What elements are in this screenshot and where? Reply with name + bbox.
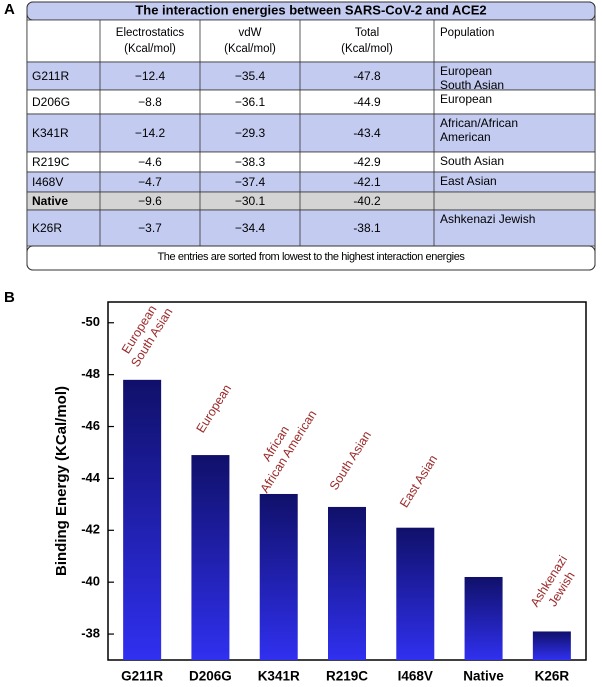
table-cell: −4.7 [138, 175, 162, 189]
table-body: Electrostatics (Kcal/mol) vdW (Kcal/mol) Tot… [26, 19, 596, 247]
table-row [26, 89, 596, 115]
population: South Asian [440, 154, 504, 168]
table-cell: −29.3 [235, 126, 266, 140]
table-cell: −34.4 [235, 221, 266, 235]
bar [259, 493, 298, 660]
table-cell: -43.4 [353, 126, 381, 140]
annotation: East Asian [397, 453, 440, 511]
table-cell: −8.8 [138, 95, 162, 109]
y-tick-label: -46 [81, 418, 100, 433]
table-cell: -42.9 [353, 155, 381, 169]
y-tick-label: -40 [81, 574, 100, 589]
annotation: South Asian [327, 429, 374, 493]
y-axis-label: Binding Energy (KCal/mol) [53, 386, 70, 576]
population: American [440, 130, 491, 144]
column-header: (Kcal/mol) [224, 43, 276, 55]
table-cell: −4.6 [138, 155, 162, 169]
column-header: Population [440, 27, 494, 39]
x-tick-label: R219C [326, 669, 368, 684]
column-header: (Kcal/mol) [341, 43, 393, 55]
row-label: D206G [32, 95, 70, 109]
table-cell: -44.9 [353, 95, 381, 109]
table-row [26, 171, 596, 193]
row-label: G211R [32, 69, 69, 83]
table-row [26, 19, 596, 63]
annotation-text: European [194, 382, 235, 435]
population: East Asian [440, 174, 497, 188]
bar [396, 527, 435, 660]
annotation-text: East Asian [397, 453, 440, 511]
population: European [440, 64, 492, 78]
chart: -38 -40 -42 -44 -46 -48 -50 Binding Energy (KCa… [53, 301, 587, 684]
table-cell: −3.7 [138, 221, 162, 235]
table-cell: -40.2 [353, 194, 381, 208]
column-header: (Kcal/mol) [124, 43, 176, 55]
column-header: vdW [239, 27, 262, 39]
row-label: K341R [32, 126, 69, 140]
bar [328, 506, 366, 660]
x-tick-label: I468V [398, 669, 433, 684]
table-cell: −36.1 [235, 95, 266, 109]
y-tick-label: -50 [81, 314, 100, 329]
table-cell: −30.1 [235, 194, 266, 208]
table-cell: −14.2 [135, 126, 166, 140]
x-tick-label: Native [463, 669, 504, 684]
table-cell: −9.6 [138, 194, 162, 208]
row-label: Native [32, 194, 68, 208]
table-row [26, 151, 596, 173]
annotation: European [194, 382, 235, 435]
population: African/African [440, 116, 518, 130]
x-tick-label: D206G [189, 669, 232, 684]
y-tick-label: -42 [81, 522, 100, 537]
population: Ashkenazi Jewish [440, 212, 535, 226]
population: South Asian [440, 78, 504, 92]
bar [191, 455, 230, 660]
row-label: R219C [32, 155, 70, 169]
table-cell: −35.4 [235, 69, 266, 83]
x-tick-label: K26R [535, 669, 570, 684]
table-cell: -42.1 [353, 175, 381, 189]
table-cell: -38.1 [353, 221, 381, 235]
bar [123, 379, 162, 660]
y-tick-label: -48 [81, 366, 100, 381]
bar [532, 631, 571, 660]
table-row [26, 209, 596, 247]
population: European [440, 92, 492, 106]
table-cell: −37.4 [235, 175, 266, 189]
row-label: I468V [32, 175, 63, 189]
table-title: The interaction energies between SARS-Co… [135, 2, 486, 17]
table-cell: -47.8 [353, 69, 381, 83]
table-cell: −12.4 [135, 69, 166, 83]
table-footer: The entries are sorted from lowest to th… [157, 251, 465, 263]
column-header: Total [355, 27, 379, 39]
y-tick-label: -38 [81, 625, 100, 640]
panel-label: B [4, 289, 15, 306]
annotation-text: South Asian [327, 429, 374, 493]
footer-row [26, 245, 596, 271]
column-header: Electrostatics [116, 27, 185, 39]
table-row [26, 191, 596, 211]
panel-label: A [4, 1, 15, 18]
y-tick-label: -44 [81, 470, 101, 485]
row-label: K26R [32, 221, 62, 235]
table-cell: −38.3 [235, 155, 266, 169]
x-tick-label: G211R [121, 669, 163, 684]
x-tick-label: K341R [258, 669, 300, 684]
table-row [26, 61, 596, 91]
bar [464, 576, 503, 660]
